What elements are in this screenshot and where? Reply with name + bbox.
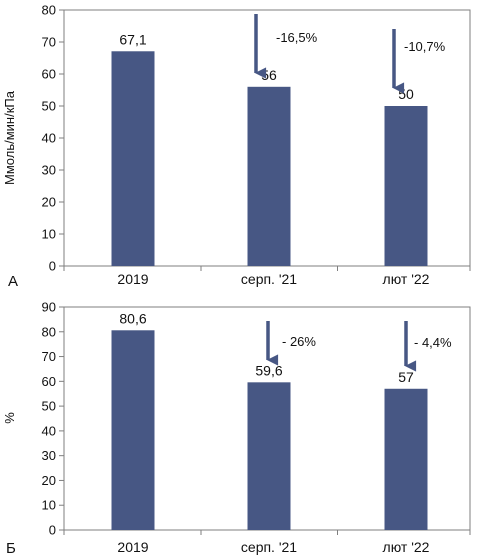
x-tick-label: 2019 — [117, 271, 148, 287]
change-annotation: -10,7% — [404, 39, 446, 54]
x-tick-label: лют '22 — [383, 539, 430, 555]
y-tick-label: 60 — [42, 67, 56, 82]
change-annotation: - 4,4% — [414, 335, 452, 350]
data-label: 59,6 — [255, 362, 282, 378]
bar — [247, 382, 291, 530]
chart-panel-a: 0 10 20 30 40 50 60 70 80 67,1 2019 56 серп. '21 50 лю… — [2, 3, 471, 290]
x-tick-label: серп. '21 — [241, 539, 297, 555]
y-tick-label: 70 — [42, 349, 56, 364]
y-tick-label: 30 — [42, 163, 56, 178]
y-tick-label: 30 — [42, 448, 56, 463]
y-tick-label: 90 — [42, 300, 56, 315]
y-tick-label: 20 — [42, 195, 56, 210]
y-tick-label: 60 — [42, 374, 56, 389]
data-label: 80,6 — [119, 310, 146, 326]
y-tick-label: 80 — [42, 324, 56, 339]
y-tick-label: 50 — [42, 399, 56, 414]
y-tick-label: 0 — [49, 523, 56, 538]
y-tick-label: 20 — [42, 473, 56, 488]
bar — [384, 388, 428, 530]
x-tick-label: серп. '21 — [241, 271, 297, 287]
x-tick-label: лют '22 — [383, 271, 430, 287]
change-annotation: -16,5% — [276, 30, 318, 45]
y-tick-label: 10 — [42, 227, 56, 242]
y-tick-label: 0 — [49, 259, 56, 274]
y-tick-label: 10 — [42, 498, 56, 513]
y-tick-label: 80 — [42, 3, 56, 18]
panel-label: А — [8, 273, 18, 290]
y-tick-label: 40 — [42, 423, 56, 438]
x-tick-label: 2019 — [117, 539, 148, 555]
y-axis-label: Ммоль/мин/кПа — [2, 90, 17, 185]
data-label: 67,1 — [119, 31, 146, 47]
bar — [111, 51, 155, 266]
panel-label: Б — [6, 540, 16, 557]
y-tick-label: 40 — [42, 131, 56, 146]
y-tick-label: 70 — [42, 35, 56, 50]
y-tick-label: 50 — [42, 99, 56, 114]
data-label: 57 — [398, 369, 414, 385]
data-label: 50 — [398, 86, 414, 102]
chart-panel-b: 0 10 20 30 40 50 60 70 80 90 80,6 2019 59,6 серп. '21… — [2, 300, 471, 557]
y-axis-label: % — [2, 412, 17, 424]
bar — [247, 86, 291, 266]
data-label: 56 — [261, 67, 277, 83]
bar — [384, 106, 428, 266]
bar — [111, 330, 155, 530]
change-annotation: - 26% — [282, 334, 316, 349]
